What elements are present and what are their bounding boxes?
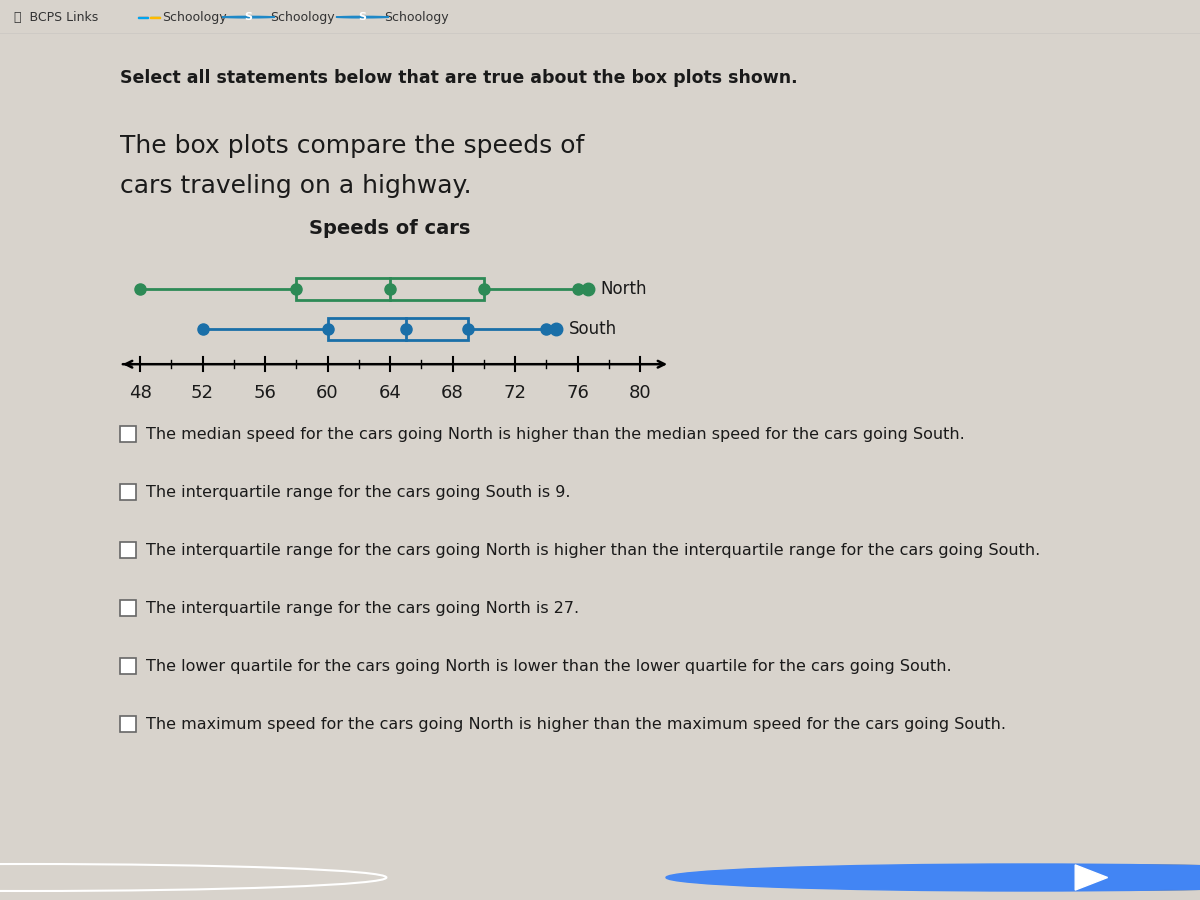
- Text: S: S: [245, 12, 252, 22]
- Text: The box plots compare the speeds of: The box plots compare the speeds of: [120, 134, 584, 158]
- Bar: [120, 600, 136, 617]
- Bar: [296, 278, 484, 301]
- Bar: [120, 484, 136, 500]
- Text: 56: 56: [253, 384, 276, 402]
- Text: South: South: [569, 320, 617, 338]
- Text: The interquartile range for the cars going South is 9.: The interquartile range for the cars goi…: [146, 485, 570, 500]
- Text: North: North: [600, 280, 647, 298]
- Text: 72: 72: [504, 384, 527, 402]
- Text: 64: 64: [378, 384, 402, 402]
- Circle shape: [222, 16, 275, 18]
- Text: 80: 80: [629, 384, 652, 402]
- Bar: [120, 542, 136, 558]
- Bar: [120, 716, 136, 733]
- Text: 68: 68: [442, 384, 464, 402]
- Text: 76: 76: [566, 384, 589, 402]
- Text: Schoology: Schoology: [270, 11, 335, 23]
- Text: The interquartile range for the cars going North is higher than the interquartil: The interquartile range for the cars goi…: [146, 543, 1040, 558]
- Text: 60: 60: [316, 384, 338, 402]
- Text: Select all statements below that are true about the box plots shown.: Select all statements below that are tru…: [120, 69, 798, 87]
- Circle shape: [750, 865, 1200, 890]
- Text: The maximum speed for the cars going North is higher than the maximum speed for : The maximum speed for the cars going Nor…: [146, 716, 1006, 732]
- Bar: [328, 319, 468, 340]
- Text: S: S: [359, 12, 366, 22]
- Text: 52: 52: [191, 384, 214, 402]
- Text: cars traveling on a highway.: cars traveling on a highway.: [120, 175, 472, 198]
- Bar: [120, 427, 136, 442]
- Circle shape: [666, 864, 1200, 891]
- Text: Schoology: Schoology: [384, 11, 449, 23]
- Text: Schoology: Schoology: [162, 11, 227, 23]
- Text: The lower quartile for the cars going North is lower than the lower quartile for: The lower quartile for the cars going No…: [146, 659, 952, 674]
- Bar: [120, 658, 136, 674]
- Text: 📁  BCPS Links: 📁 BCPS Links: [14, 11, 98, 23]
- Text: The median speed for the cars going North is higher than the median speed for th: The median speed for the cars going Nort…: [146, 427, 965, 442]
- Text: 48: 48: [128, 384, 151, 402]
- Text: The interquartile range for the cars going North is 27.: The interquartile range for the cars goi…: [146, 600, 580, 616]
- Polygon shape: [1075, 865, 1108, 890]
- Text: Speeds of cars: Speeds of cars: [310, 220, 470, 238]
- Circle shape: [336, 16, 389, 18]
